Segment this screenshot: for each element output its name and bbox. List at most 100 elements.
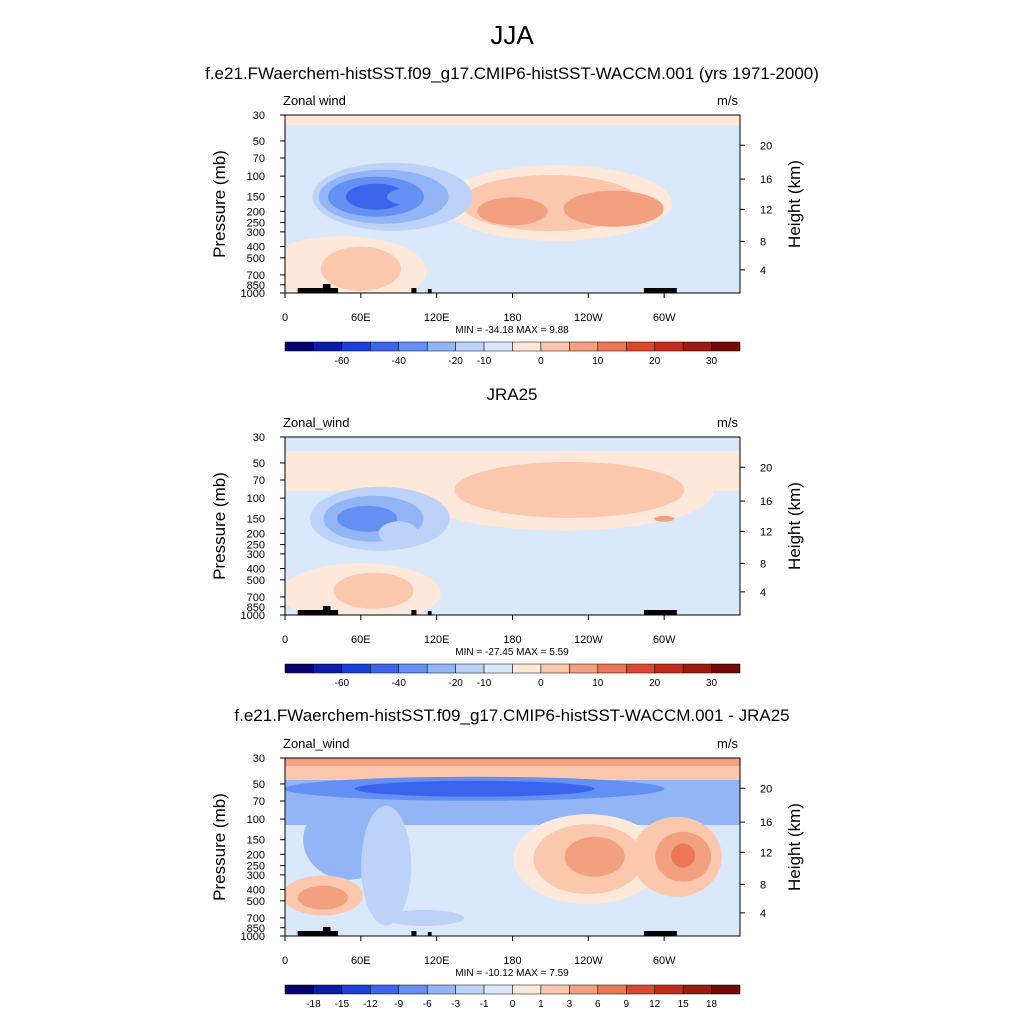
colorbar-swatch: [711, 663, 741, 674]
colorbar-swatch: [569, 341, 599, 352]
lon-tick-label: 120E: [424, 955, 450, 967]
colorbar-swatch: [654, 341, 684, 352]
colorbar-swatch: [370, 984, 399, 995]
height-tick-label: 12: [760, 204, 772, 216]
colorbar-swatch: [370, 341, 399, 352]
colorbar-label: -12: [363, 999, 378, 1010]
terrain-mask: [411, 931, 417, 936]
colorbar-swatch: [426, 984, 456, 995]
colorbar-label: -18: [306, 999, 321, 1010]
contour-fill: [454, 461, 685, 518]
lon-tick-label: 120E: [424, 312, 450, 324]
y2-axis-label: Height (km): [785, 160, 804, 248]
pressure-tick-label: 100: [247, 493, 265, 505]
terrain-mask: [411, 288, 417, 293]
height-tick-label: 16: [760, 496, 772, 508]
height-tick-label: 16: [760, 174, 772, 186]
lon-tick-label: 120W: [574, 634, 603, 646]
lon-tick-label: 60E: [351, 312, 371, 324]
lon-tick-label: 60W: [653, 312, 676, 324]
pressure-tick-label: 500: [247, 896, 265, 908]
pressure-tick-label: 30: [253, 753, 265, 765]
height-tick-label: 8: [760, 558, 766, 570]
colorbar-swatch: [626, 663, 655, 674]
colorbar-swatch: [483, 984, 513, 995]
colorbar-swatch: [455, 341, 485, 352]
colorbar-label: -40: [392, 678, 407, 689]
pressure-tick-label: 50: [253, 136, 265, 148]
height-tick-label: 4: [760, 587, 766, 599]
terrain-mask: [643, 931, 677, 936]
colorbar-swatch: [426, 663, 456, 674]
colorbar-swatch: [455, 663, 485, 674]
panel-3-axes: f.e21.FWaerchem-histSST.f09_g17.CMIP6-hi…: [210, 706, 804, 1010]
lon-tick-label: 0: [282, 312, 288, 324]
colorbar-label: 18: [706, 999, 718, 1010]
pressure-tick-label: 70: [253, 475, 265, 487]
pressure-tick-label: 300: [247, 549, 265, 561]
colorbar-swatch: [398, 341, 428, 352]
variable-label: Zonal wind: [283, 93, 346, 108]
colorbar-label: -60: [335, 678, 350, 689]
height-tick-label: 8: [760, 236, 766, 248]
pressure-tick-label: 200: [247, 849, 265, 861]
colorbar-swatch: [626, 984, 655, 995]
colorbar-label: -15: [335, 999, 350, 1010]
contour-fill: [333, 572, 414, 609]
pressure-tick-label: 850: [247, 280, 265, 292]
pressure-tick-label: 150: [247, 192, 265, 204]
colorbar-label: -3: [451, 999, 460, 1010]
pressure-tick-label: 850: [247, 602, 265, 614]
contour-fill: [337, 505, 398, 532]
lon-tick-label: 180: [503, 955, 521, 967]
contour-fill: [320, 246, 401, 291]
colorbar-swatch: [540, 341, 570, 352]
colorbar-swatch: [455, 984, 485, 995]
pressure-tick-label: 100: [247, 814, 265, 826]
min-max-label: MIN = -34.18 MAX = 9.88: [455, 325, 569, 336]
terrain-mask: [297, 931, 323, 936]
lon-tick-label: 60W: [653, 634, 676, 646]
pressure-tick-label: 400: [247, 241, 265, 253]
colorbar-swatch: [313, 663, 343, 674]
lon-tick-label: 120W: [574, 955, 603, 967]
colorbar-swatch: [654, 984, 684, 995]
height-tick-label: 20: [760, 462, 772, 474]
lon-tick-label: 180: [503, 634, 521, 646]
terrain-mask: [330, 610, 339, 615]
colorbar-swatch: [597, 984, 627, 995]
y-axis-label: Pressure (mb): [210, 150, 229, 258]
contour-fill: [285, 115, 740, 125]
colorbar-label: 0: [510, 999, 516, 1010]
colorbar-label: 15: [678, 999, 690, 1010]
pressure-tick-label: 1000: [241, 610, 265, 622]
pressure-tick-label: 850: [247, 923, 265, 935]
colorbar-label: -9: [394, 999, 403, 1010]
colorbar-swatch: [597, 663, 627, 674]
colorbar-swatch: [341, 663, 371, 674]
pressure-tick-label: 100: [247, 171, 265, 183]
terrain-mask: [427, 611, 432, 615]
panel-2-field: [284, 436, 741, 616]
terrain-mask: [330, 931, 339, 936]
lon-tick-label: 180: [503, 312, 521, 324]
pressure-tick-label: 700: [247, 270, 265, 282]
colorbar-label: 20: [649, 678, 661, 689]
y-axis-label: Pressure (mb): [210, 793, 229, 901]
terrain-mask: [322, 606, 331, 615]
figure-title: JJA: [490, 20, 534, 50]
contour-fill: [387, 188, 424, 205]
colorbar-swatch: [682, 341, 712, 352]
units-label: m/s: [717, 415, 738, 430]
colorbar-swatch: [426, 341, 456, 352]
pressure-tick-label: 700: [247, 913, 265, 925]
colorbar-label: -40: [392, 356, 407, 367]
height-tick-label: 20: [760, 783, 772, 795]
pressure-tick-label: 200: [247, 528, 265, 540]
pressure-tick-label: 250: [247, 218, 265, 230]
colorbar-swatch: [284, 341, 314, 352]
units-label: m/s: [717, 736, 738, 751]
pressure-tick-label: 70: [253, 153, 265, 165]
colorbar-swatch: [398, 663, 428, 674]
